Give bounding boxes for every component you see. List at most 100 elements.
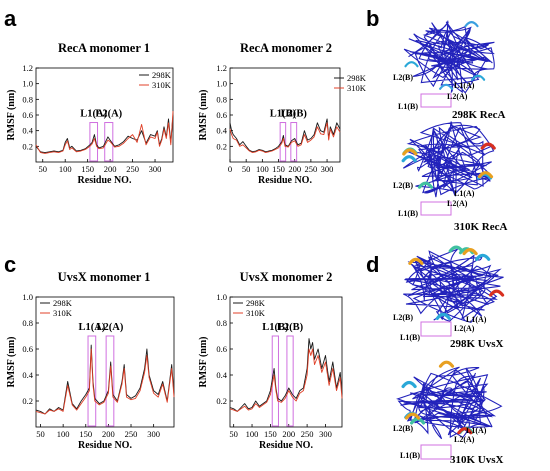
structure-label: L1(B) [398, 209, 418, 218]
y-tick-label: 0.8 [216, 318, 227, 328]
y-tick-label: 1.2 [22, 63, 33, 73]
x-tick-label: 250 [301, 429, 314, 439]
protein-cartoon [403, 245, 505, 324]
loop-region-label: L2(B) [281, 109, 308, 120]
series-line-298K [229, 118, 341, 153]
structure-label: L1(A) [454, 81, 475, 90]
y-tick-label: 0.4 [22, 370, 33, 380]
loop-region-label: L1(B) [262, 322, 289, 333]
x-tick-label: 0 [228, 164, 232, 174]
backbone-trace [396, 366, 503, 440]
x-tick-label: 300 [147, 429, 160, 439]
loop-highlight-box [420, 93, 452, 108]
structure-label: L2(B) [393, 313, 413, 322]
y-tick-label: 0.6 [216, 110, 227, 120]
flexible-loop [401, 380, 417, 389]
flexible-loop [401, 155, 417, 163]
y-tick-label: 0.8 [216, 94, 227, 104]
flexible-loop [435, 312, 451, 320]
flexible-loop [464, 21, 479, 28]
y-tick-label: 0.2 [22, 141, 33, 151]
chart-title: UvsX monomer 1 [58, 270, 151, 284]
x-tick-label: 300 [321, 164, 334, 174]
legend-label: 298K [53, 298, 73, 308]
protein-cartoon [403, 20, 495, 94]
legend-label: 310K [53, 308, 73, 318]
loop-region-label: L2(B) [277, 322, 304, 333]
x-tick-label: 200 [104, 164, 117, 174]
loop-region-label: L1(B) [270, 109, 297, 120]
x-tick-label: 300 [149, 164, 162, 174]
loop-highlight-box [420, 201, 452, 216]
plot-frame [229, 296, 343, 428]
loop-region-box [105, 335, 115, 427]
legend-label: 298K [152, 70, 172, 80]
flexible-loop [438, 360, 455, 368]
x-tick-label: 50 [242, 164, 251, 174]
structure-title: 310K UvsX [450, 454, 504, 466]
y-tick-label: 1.0 [216, 292, 227, 302]
chart-title: RecA monomer 1 [58, 41, 150, 55]
structure-uvsX-298K: L2(B) L1(A) L2(A) L1(B) 298K UvsX [393, 245, 505, 350]
flexible-loop [477, 171, 494, 179]
protein-cartoon [396, 360, 503, 440]
x-tick-label: 250 [126, 164, 139, 174]
loop-region-box [104, 122, 114, 162]
structure-recA-310K: L2(B) L1(A) L2(A) L1(B) 310K RecA [393, 121, 508, 233]
backbone-trace [403, 248, 504, 324]
x-tick-label: 50 [36, 429, 45, 439]
loop-region-box [286, 335, 294, 427]
x-tick-label: 150 [272, 164, 285, 174]
loop-region-label: L2(A) [97, 322, 124, 333]
plot-frame [35, 296, 175, 428]
loop-highlight-box [420, 321, 452, 337]
series-line-310K [35, 348, 175, 415]
x-tick-label: 100 [256, 164, 269, 174]
x-tick-label: 250 [305, 164, 318, 174]
flexible-loop [448, 245, 464, 253]
y-tick-label: 0.2 [216, 396, 227, 406]
loop-region-label: L1(A) [80, 109, 107, 120]
y-tick-label: 0.2 [216, 141, 227, 151]
y-tick-label: 0.6 [22, 344, 33, 354]
x-axis-label: Residue NO. [78, 440, 132, 451]
structure-label: L1(B) [398, 102, 418, 111]
series-line-310K [229, 122, 341, 154]
legend-label: 310K [347, 83, 367, 93]
y-axis-label: RMSF (nm) [198, 336, 209, 387]
rmsf-plot: RecA monomer 1 0.2 0.4 0.6 0.8 1.0 1.2 50 100 150… [6, 41, 174, 186]
x-tick-label: 200 [102, 429, 115, 439]
structure-title: 310K RecA [454, 221, 508, 233]
legend-label: 298K [246, 298, 266, 308]
y-axis-label: RMSF (nm) [6, 336, 17, 387]
series-line-310K [35, 111, 174, 154]
structure-label: L2(A) [447, 92, 468, 101]
structure-label: L1(A) [466, 426, 487, 435]
structure-label: L2(A) [454, 435, 475, 444]
panel-letter-b: b [366, 6, 379, 31]
flexible-loop [480, 142, 496, 150]
loop-region-box [279, 122, 287, 162]
protein-cartoon [401, 121, 496, 198]
y-tick-label: 0.4 [216, 126, 227, 136]
structure-label: L2(A) [454, 324, 475, 333]
y-tick-label: 1.0 [22, 79, 33, 89]
y-axis-label: RMSF (nm) [198, 89, 209, 140]
flexible-loop [457, 427, 473, 435]
x-tick-label: 200 [288, 164, 301, 174]
flexible-loop [404, 412, 421, 420]
panel-letter-a: a [4, 6, 17, 31]
y-tick-label: 0.2 [22, 396, 33, 406]
flexible-loop [471, 74, 486, 81]
x-tick-label: 150 [81, 164, 94, 174]
rmsf-plot: UvsX monomer 2 0.2 0.4 0.6 0.8 1.0 50 100 150 200… [198, 270, 343, 451]
x-axis-label: Residue NO. [258, 175, 312, 186]
flexible-loop [462, 248, 478, 256]
structure-label: L2(B) [393, 181, 413, 190]
y-tick-label: 0.6 [22, 110, 33, 120]
y-tick-label: 1.2 [216, 63, 227, 73]
structure-label: L2(A) [447, 199, 468, 208]
structure-label: L1(A) [466, 315, 487, 324]
x-tick-label: 250 [125, 429, 138, 439]
